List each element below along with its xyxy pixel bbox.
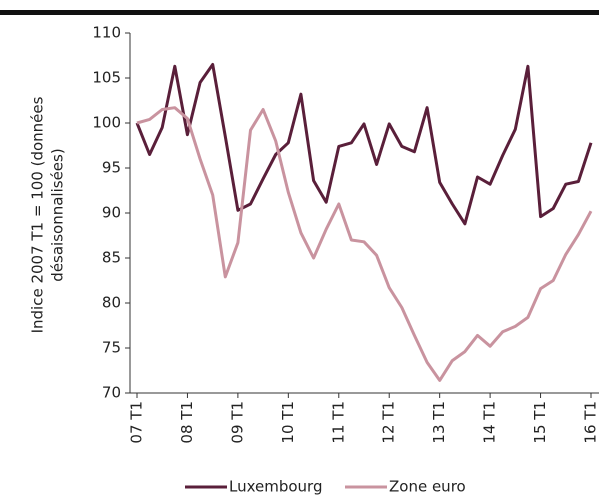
x-tick-label: 16 T1 <box>582 401 599 444</box>
x-tick-label: 07 T1 <box>128 401 146 444</box>
y-tick-label: 80 <box>102 294 121 312</box>
y-tick-label: 85 <box>102 249 121 267</box>
y-tick-label: 70 <box>102 384 121 402</box>
x-tick-label: 15 T1 <box>531 401 549 444</box>
x-tick-label: 12 T1 <box>380 401 398 444</box>
y-axis-label: Indice 2007 T1 = 100 (données <box>29 96 47 333</box>
series-line <box>136 106 593 382</box>
header-bar <box>0 10 599 15</box>
legend-label: Zone euro <box>389 478 466 496</box>
y-tick-label: 105 <box>92 69 121 87</box>
y-tick-label: 75 <box>102 339 121 357</box>
legend-label: Luxembourg <box>229 478 323 496</box>
y-tick-label: 110 <box>92 24 121 42</box>
x-tick-label: 14 T1 <box>481 401 499 444</box>
y-tick-label: 95 <box>102 159 121 177</box>
series-line <box>135 63 593 226</box>
x-tick-label: 13 T1 <box>430 401 448 444</box>
x-tick-label: 10 T1 <box>279 401 297 444</box>
y-tick-label: 100 <box>92 114 121 132</box>
x-tick-label: 09 T1 <box>228 401 246 444</box>
y-axis-label: désaisonnalisées) <box>49 148 67 281</box>
y-tick-label: 90 <box>102 204 121 222</box>
x-tick-label: 08 T1 <box>178 401 196 444</box>
x-tick-label: 11 T1 <box>329 401 347 444</box>
